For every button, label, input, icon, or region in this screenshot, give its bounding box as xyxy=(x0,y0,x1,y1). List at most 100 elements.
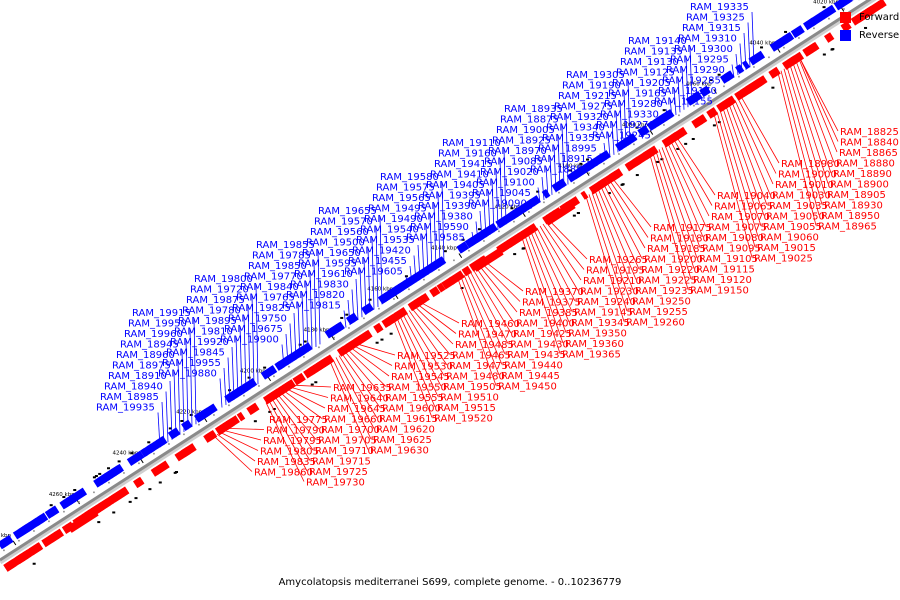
feature-mark xyxy=(691,137,695,140)
forward-gene-label: RAM_19375 xyxy=(522,298,581,309)
axis-dot xyxy=(273,375,275,378)
forward-leader xyxy=(478,265,518,313)
reverse-leader xyxy=(371,236,375,310)
forward-leader xyxy=(716,111,756,248)
reverse-leader xyxy=(503,147,507,225)
reverse-leader xyxy=(281,344,285,368)
reverse-gene-label: RAM_19420 xyxy=(352,246,411,257)
feature-mark xyxy=(712,124,716,127)
feature-mark xyxy=(404,275,408,278)
forward-gene xyxy=(353,331,371,347)
axis-dot xyxy=(168,443,170,445)
forward-gene-label: RAM_19450 xyxy=(498,382,557,393)
forward-leader xyxy=(649,155,689,290)
reverse-leader xyxy=(677,77,681,113)
forward-gene xyxy=(236,411,246,422)
reverse-gene xyxy=(572,168,582,179)
reverse-leader xyxy=(421,234,425,278)
forward-leader xyxy=(347,349,387,387)
forward-leader xyxy=(457,278,497,386)
feature-mark xyxy=(676,147,680,150)
reverse-gene-label: RAM_19005 xyxy=(496,125,555,136)
axis-dot xyxy=(543,201,545,204)
axis-tick xyxy=(649,130,654,135)
forward-gene-label: RAM_19480 xyxy=(446,372,505,383)
forward-leader xyxy=(585,196,625,322)
reverse-gene-label: RAM_19500 xyxy=(306,238,365,249)
reverse-gene-label: RAM_18935 xyxy=(504,104,563,115)
forward-leader xyxy=(353,345,393,366)
feature-mark xyxy=(572,214,576,217)
forward-gene-label: RAM_19710 xyxy=(315,446,374,457)
forward-gene-label: RAM_18865 xyxy=(839,148,898,159)
forward-gene-label: RAM_19150 xyxy=(690,286,749,297)
reverse-gene-label: RAM_19590 xyxy=(410,222,469,233)
reverse-gene-label: RAM_19880 xyxy=(158,369,217,380)
forward-gene xyxy=(716,97,733,113)
forward-gene xyxy=(417,292,430,306)
feature-mark xyxy=(253,420,257,423)
reverse-leader xyxy=(529,207,533,209)
forward-gene xyxy=(19,551,30,562)
reverse-gene-label: RAM_18995 xyxy=(538,144,597,155)
axis-dot xyxy=(693,104,695,107)
axis-tick-label: 4020 kbp xyxy=(813,0,839,5)
forward-gene-label: RAM_19195 xyxy=(586,266,645,277)
reverse-leader xyxy=(285,333,289,366)
forward-gene-label: RAM_19600 xyxy=(382,404,441,415)
reverse-gene-label: RAM_19085 xyxy=(484,157,543,168)
forward-leader xyxy=(329,361,369,450)
feature-mark xyxy=(536,190,540,193)
reverse-gene-label: RAM_19335 xyxy=(690,2,749,13)
feature-mark xyxy=(128,500,132,503)
reverse-leader xyxy=(441,181,445,265)
forward-leader xyxy=(216,433,256,462)
reverse-gene-label: RAM_18985 xyxy=(100,392,159,403)
forward-gene xyxy=(528,223,539,234)
reverse-leader xyxy=(313,260,317,347)
axis-dot xyxy=(288,365,290,368)
axis-tick-label: 4040 kbp xyxy=(749,40,775,46)
reverse-leader xyxy=(305,281,309,353)
reverse-leader xyxy=(297,302,301,358)
forward-gene xyxy=(336,346,347,357)
forward-gene xyxy=(217,423,227,434)
forward-gene xyxy=(823,32,835,43)
forward-gene xyxy=(673,129,685,140)
forward-gene-label: RAM_19385 xyxy=(519,308,578,319)
feature-mark xyxy=(635,126,639,129)
axis-dot xyxy=(798,37,800,39)
forward-leader xyxy=(402,314,442,387)
axis-dot xyxy=(78,501,80,503)
forward-leader xyxy=(539,225,579,291)
reverse-gene-label: RAM_19960 xyxy=(124,329,183,340)
axis-dot xyxy=(18,539,20,542)
axis-dot xyxy=(498,230,500,233)
forward-gene-label: RAM_19635 xyxy=(333,383,392,394)
feature-mark xyxy=(822,6,826,9)
reverse-gene-label: RAM_19390 xyxy=(418,201,477,212)
axis-tick-label: 4060 kbp xyxy=(686,81,712,87)
forward-gene-label: RAM_19640 xyxy=(330,394,389,405)
forward-gene xyxy=(153,460,170,476)
axis-tick-label: 4160 kbp xyxy=(367,287,393,293)
feature-mark xyxy=(303,340,307,343)
axis-dot xyxy=(213,414,215,416)
forward-leader xyxy=(268,400,308,472)
reverse-leader xyxy=(619,100,623,150)
forward-gene xyxy=(510,230,527,245)
reverse-gene-label: RAM_18925 xyxy=(492,136,551,147)
forward-gene-label: RAM_19620 xyxy=(376,425,435,436)
reverse-gene xyxy=(785,31,795,42)
reverse-leader xyxy=(417,244,421,280)
reverse-leader xyxy=(355,278,359,320)
forward-gene xyxy=(782,56,798,70)
forward-gene-label: RAM_19185 xyxy=(647,244,706,255)
reverse-leader xyxy=(157,412,161,448)
feature-mark xyxy=(298,343,302,346)
forward-leader xyxy=(274,396,314,451)
reverse-leader xyxy=(623,90,627,148)
reverse-leader xyxy=(561,124,565,188)
reverse-gene-label: RAM_19100 xyxy=(476,178,535,189)
reverse-leader xyxy=(751,11,755,65)
